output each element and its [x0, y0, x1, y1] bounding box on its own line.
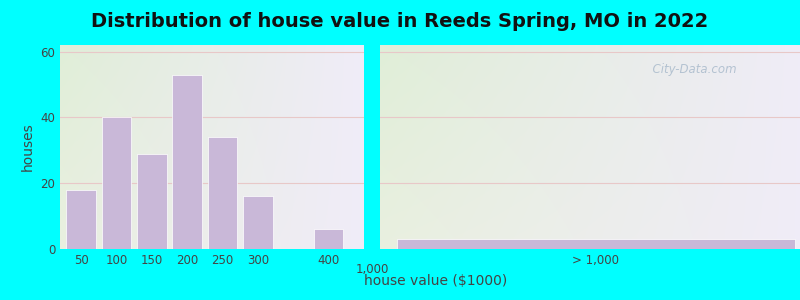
- Y-axis label: houses: houses: [21, 123, 34, 171]
- Bar: [173, 75, 202, 249]
- Bar: [243, 196, 273, 249]
- Bar: [66, 190, 96, 249]
- Text: 1,000: 1,000: [355, 263, 389, 277]
- Bar: [102, 117, 131, 249]
- Bar: [208, 137, 238, 249]
- Bar: [137, 154, 166, 249]
- Text: Distribution of house value in Reeds Spring, MO in 2022: Distribution of house value in Reeds Spr…: [91, 12, 709, 31]
- Text: house value ($1000): house value ($1000): [364, 274, 508, 288]
- Bar: [398, 239, 794, 249]
- Text: City-Data.com: City-Data.com: [646, 63, 737, 76]
- Bar: [314, 229, 343, 249]
